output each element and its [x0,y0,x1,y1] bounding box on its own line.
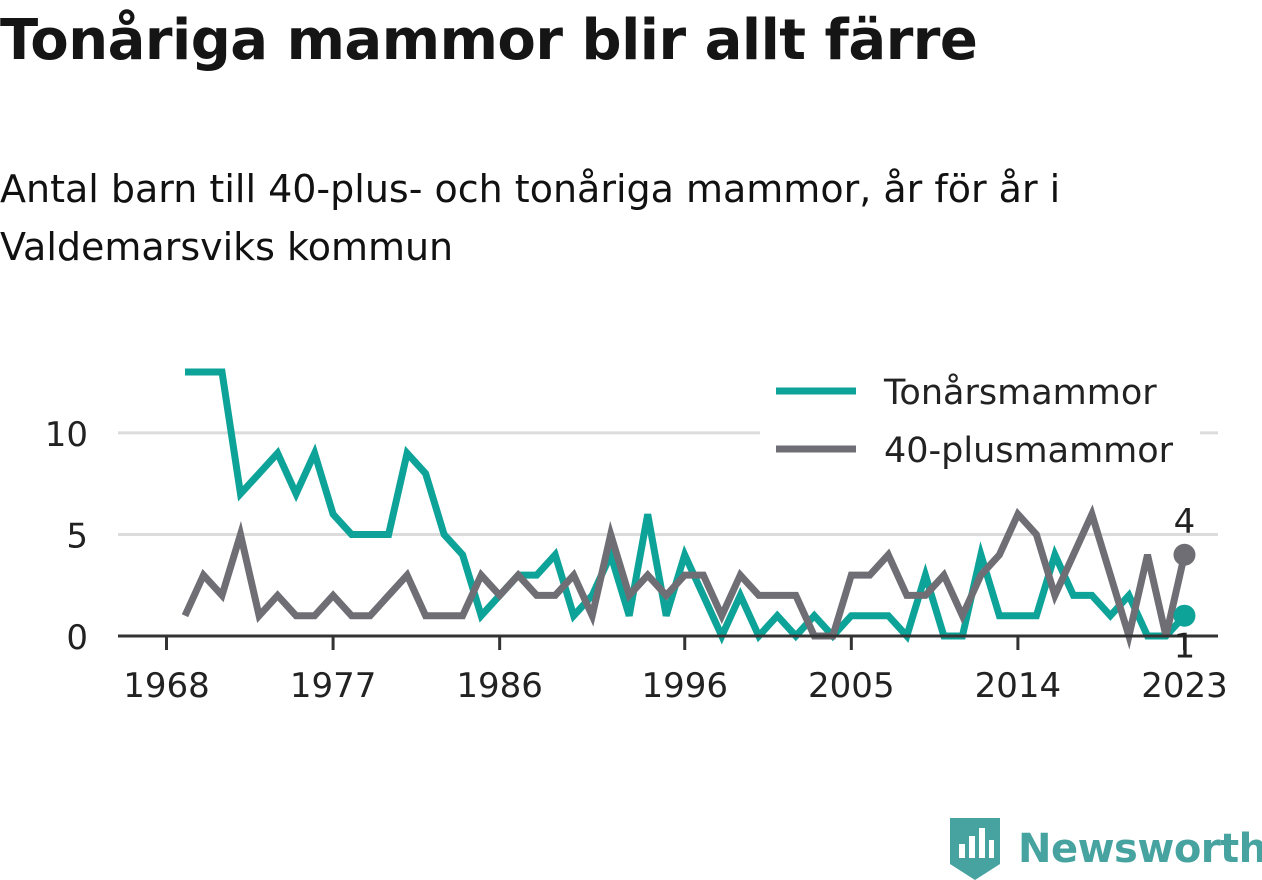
chart-subtitle: Antal barn till 40-plus- och tonåriga ma… [0,167,1061,269]
end-marker-0 [1173,604,1196,627]
x-tick-label-2005: 2005 [808,666,895,706]
x-axis: 1968 1977 1986 1996 2005 2014 2023 [118,634,1228,706]
x-tick-label-2023: 2023 [1141,666,1228,706]
legend: Tonårsmammor 40-plusmammor [760,360,1200,490]
series-lines [181,368,1188,650]
newsworthy-logo: Newsworthy [950,818,1262,880]
y-tick-label-0: 0 [66,618,88,658]
x-tick-label-1986: 1986 [456,666,543,706]
y-tick-label-5: 5 [66,516,88,556]
y-tick-label-10: 10 [45,415,88,455]
x-tick-label-1977: 1977 [290,666,377,706]
legend-background [760,360,1200,490]
legend-label-0: Tonårsmammor [883,372,1157,413]
chart-title: Tonåriga mammor blir allt färre [0,8,978,73]
end-value-label-0: 1 [1174,627,1196,667]
brand-name: Newsworthy [1018,826,1262,872]
x-tick-label-1996: 1996 [641,666,728,706]
end-markers: 14 [1173,502,1196,667]
series-line-ton-rsmammor [185,368,1188,645]
x-tick-label-2014: 2014 [975,666,1062,706]
legend-label-1: 40-plusmammor [884,431,1174,471]
series-line-40-plusmammor [181,504,1188,650]
newsworthy-logo-icon [950,818,1000,880]
end-marker-1 [1173,543,1196,566]
line-chart: 1968 1977 1986 1996 2005 2014 2023 0 5 10 Tonårs… [44,360,1228,706]
end-value-label-1: 4 [1174,502,1196,542]
x-tick-label-1968: 1968 [123,666,210,706]
y-axis: 0 5 10 [45,415,88,658]
